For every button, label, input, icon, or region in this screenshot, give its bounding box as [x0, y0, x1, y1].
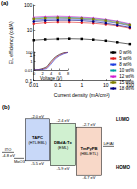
svg-text:-5.9 eV: -5.9 eV [57, 166, 70, 171]
svg-text:EL efficiency (cd/A): EL efficiency (cd/A) [8, 21, 14, 64]
svg-text:10: 10 [103, 82, 109, 88]
svg-text:MoO3: MoO3 [14, 159, 26, 164]
svg-text:HOMO: HOMO [116, 165, 130, 170]
svg-text:1: 1 [29, 52, 33, 59]
svg-text:6: 6 [58, 71, 61, 76]
svg-text:(HBL/ETL): (HBL/ETL) [80, 152, 99, 156]
svg-text:100: 100 [24, 2, 33, 8]
svg-text:100: 100 [26, 50, 33, 55]
svg-text:15 wt%: 15 wt% [119, 80, 134, 85]
svg-text:10: 10 [27, 27, 33, 33]
svg-text:8 wt%: 8 wt% [119, 62, 131, 67]
svg-text:-2.0 eV: -2.0 eV [31, 114, 44, 119]
svg-text:(b): (b) [2, 104, 10, 110]
svg-text:(EML): (EML) [58, 146, 69, 150]
svg-text:0 wt%: 0 wt% [119, 50, 131, 55]
svg-text:(a): (a) [1, 0, 8, 6]
svg-text:4: 4 [50, 71, 53, 76]
svg-text:1: 1 [80, 82, 83, 88]
svg-text:-6.7 eV: -6.7 eV [83, 175, 96, 180]
svg-text:Current density (mA/cm²): Current density (mA/cm²) [54, 92, 110, 98]
svg-text:0.1: 0.1 [25, 77, 33, 84]
svg-text:Voltage (V): Voltage (V) [39, 76, 63, 82]
svg-text:18 wt%: 18 wt% [119, 86, 134, 91]
svg-text:5 wt%: 5 wt% [119, 56, 131, 61]
svg-text:8: 8 [67, 71, 70, 76]
svg-text:LUMO: LUMO [116, 117, 130, 122]
svg-text:TmPyPB: TmPyPB [80, 146, 97, 151]
svg-text:-2.4 eV: -2.4 eV [57, 118, 70, 123]
svg-text:2: 2 [41, 71, 44, 76]
svg-text:0.01: 0.01 [29, 82, 39, 88]
svg-text:-5.5 eV: -5.5 eV [31, 161, 44, 166]
svg-text:-4.8 eV: -4.8 eV [2, 153, 15, 158]
svg-text:ITO: ITO [5, 147, 12, 152]
svg-text:0.1: 0.1 [54, 82, 61, 88]
svg-text:0.01: 0.01 [24, 67, 33, 73]
svg-text:1: 1 [30, 59, 33, 64]
svg-text:DBdA:Tx: DBdA:Tx [54, 140, 73, 145]
svg-text:LiF/Al: LiF/Al [103, 141, 113, 146]
svg-text:0: 0 [33, 71, 36, 76]
svg-text:TAPC: TAPC [32, 135, 43, 140]
svg-text:(HTL/EBL): (HTL/EBL) [29, 141, 48, 145]
svg-text:10 wt%: 10 wt% [119, 68, 134, 73]
svg-text:12 wt%: 12 wt% [119, 74, 134, 79]
svg-text:-2.7 eV: -2.7 eV [83, 122, 96, 127]
